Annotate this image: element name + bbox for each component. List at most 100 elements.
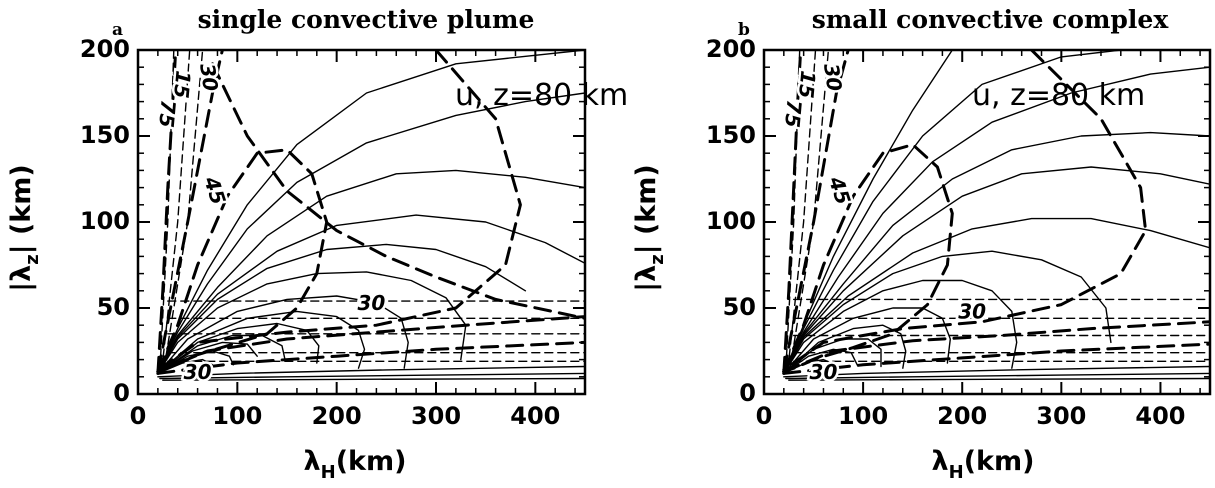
contour-line-22 (156, 50, 522, 372)
contour-label-halo-2: 30 (819, 62, 847, 93)
contour-line-5 (157, 271, 467, 375)
contour-line-4 (157, 243, 527, 375)
chart-title-a: single convective plume (198, 5, 535, 34)
contour-label-0: 15 (169, 70, 195, 100)
contour-line-18 (156, 315, 585, 374)
contour-line-5 (783, 217, 1210, 375)
contour-label-1: 75 (154, 99, 180, 129)
contour-line-3 (783, 131, 1210, 375)
contour-line-6 (783, 250, 1112, 375)
y-axis-title-a: |λz| (km) (6, 164, 43, 291)
contour-label-4: 30 (958, 300, 986, 324)
x-axis-title-unit-b: (km) (964, 446, 1035, 477)
contour-label-1: 75 (780, 99, 806, 129)
x-axis-title-main-a: λ (304, 446, 321, 477)
contour-line-20 (156, 50, 224, 374)
contour-line-14 (159, 372, 585, 380)
y-axis-title-pre-b: |λ (631, 265, 662, 292)
y-tick-label-2: 100 (80, 207, 130, 235)
contour-line-22 (785, 50, 801, 371)
panel-letter-b: b (738, 20, 750, 40)
contour-label-4: 30 (358, 291, 386, 315)
y-axis-title-pre-a: |λ (6, 265, 37, 292)
contour-label-halo-1: 75 (780, 99, 806, 129)
contour-line-9 (783, 324, 907, 375)
contour-label-halo-5: 30 (184, 360, 212, 384)
contour-label-2: 30 (195, 62, 223, 93)
x-tick-label-1: 100 (838, 402, 888, 430)
y-axis-title-sub-b: z (647, 254, 668, 264)
contour-line-23 (787, 50, 817, 371)
y-tick-label-4: 200 (80, 35, 130, 63)
contour-line-4 (783, 166, 1210, 375)
contour-line-17 (211, 62, 585, 320)
x-axis-title-main-b: λ (932, 446, 949, 477)
x-tick-label-0: 0 (130, 402, 147, 430)
y-tick-label-3: 150 (706, 121, 756, 149)
contour-line-15 (788, 377, 1210, 381)
x-axis-title-b: λH(km) (932, 446, 1035, 483)
contour-line-17 (782, 320, 1210, 374)
contour-line-18 (782, 342, 1210, 375)
contour-label-5: 30 (810, 360, 838, 384)
contour-line-2 (157, 169, 585, 375)
contour-line-19 (782, 50, 850, 374)
contour-label-halo-1: 75 (154, 99, 180, 129)
contour-label-2: 30 (819, 62, 847, 93)
contour-line-15 (162, 377, 585, 381)
contour-label-halo-4: 30 (958, 300, 986, 324)
x-tick-label-3: 300 (411, 402, 461, 430)
x-axis-title-sub-a: H (321, 462, 336, 483)
panel-b: b small convective complex 1515757530304… (631, 5, 1212, 483)
contour-line-2 (783, 66, 1210, 375)
contour-label-halo-0: 15 (169, 70, 195, 100)
panel-letter-a: a (112, 20, 123, 40)
contour-label-halo-4: 30 (358, 291, 386, 315)
contour-line-9 (157, 334, 286, 375)
x-tick-label-3: 300 (1036, 402, 1086, 430)
contour-line-21 (156, 50, 178, 375)
x-axis-title-sub-b: H (949, 462, 964, 483)
contour-line-23 (159, 50, 175, 371)
chart-title-b: small convective complex (812, 5, 1170, 34)
annotation-a: u, z=80 km (455, 78, 628, 113)
contour-line-1 (157, 92, 585, 375)
y-tick-label-3: 150 (80, 121, 130, 149)
contour-line-16 (782, 143, 954, 374)
y-axis-title-sub-a: z (22, 254, 43, 264)
contour-line-14 (785, 372, 1210, 380)
contour-line-13 (783, 365, 1210, 378)
contour-lines (782, 50, 1210, 381)
contour-label-halo-0: 15 (794, 70, 820, 100)
contour-line-8 (157, 322, 320, 375)
contour-line-24 (789, 50, 830, 371)
x-tick-label-2: 200 (312, 402, 362, 430)
y-axis-title-post-a: | (km) (6, 164, 37, 254)
x-axis-title-unit-a: (km) (336, 446, 407, 477)
y-axis-title-b: |λz| (km) (631, 164, 668, 291)
y-axis-title-post-b: | (km) (631, 164, 662, 254)
x-tick-label-1: 100 (212, 402, 262, 430)
contour-line-19 (156, 340, 585, 375)
y-tick-label-2: 100 (706, 207, 756, 235)
x-axis-title-a: λH(km) (304, 446, 407, 483)
contour-line-3 (157, 214, 585, 375)
x-tick-label-4: 400 (510, 402, 560, 430)
x-tick-label-4: 400 (1135, 402, 1185, 430)
contour-line-13 (157, 365, 585, 378)
x-tick-label-2: 200 (937, 402, 987, 430)
panel-a: a single convective plume 15157575303045… (6, 5, 628, 483)
y-tick-label-1: 50 (97, 293, 130, 321)
y-tick-label-1: 50 (723, 293, 756, 321)
x-tick-label-0: 0 (756, 402, 773, 430)
y-tick-label-0: 0 (113, 379, 130, 407)
contour-label-5: 30 (184, 360, 212, 384)
contour-line-25 (163, 50, 204, 371)
contour-line-7 (783, 279, 1018, 375)
contour-lines (156, 50, 585, 381)
contour-label-0: 15 (794, 70, 820, 100)
y-tick-label-0: 0 (739, 379, 756, 407)
